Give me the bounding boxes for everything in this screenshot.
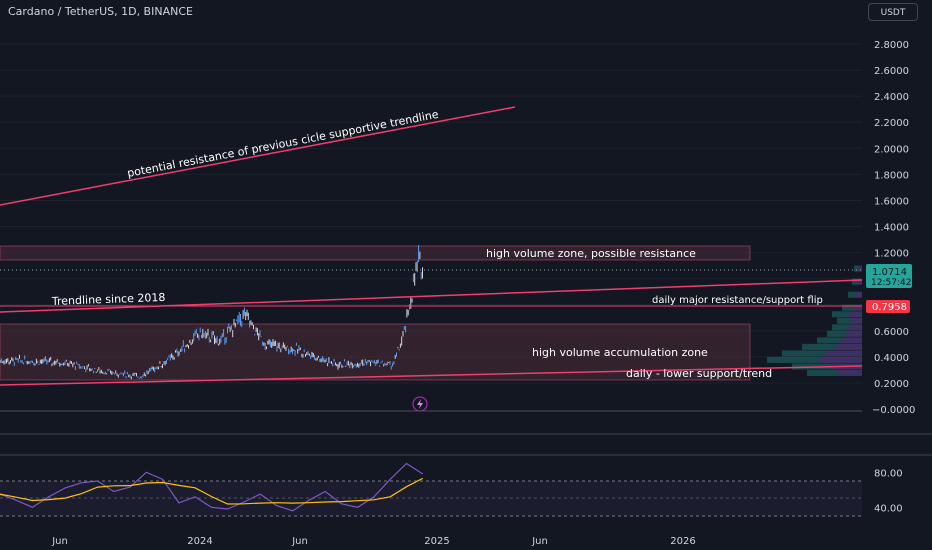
price-tick-label: 1.2000 — [874, 249, 909, 260]
cycle-trendline[interactable] — [0, 106, 516, 206]
last-price-value: 1.0714 — [872, 267, 907, 278]
price-tick-label: 0.4000 — [874, 353, 909, 364]
time-tick-label: 2026 — [670, 536, 695, 547]
price-tick-label: 2.2000 — [874, 118, 909, 129]
price-tick-label: 0.2000 — [874, 379, 909, 390]
price-tick-label: 2.0000 — [874, 144, 909, 155]
volume-profile-bar — [826, 350, 862, 357]
rsi-ma-line — [0, 477, 424, 505]
rsi-tick-label: 40.00 — [874, 503, 903, 514]
volume-profile-bar — [852, 278, 858, 285]
rsi-pane — [0, 462, 862, 517]
trend2018-annotation: Trendline since 2018 — [51, 291, 166, 308]
rsi-axis[interactable]: 80.00 40.00 — [874, 468, 903, 514]
flip-annotation: daily major resistance/support flip — [652, 295, 823, 306]
rsi-tick-label: 80.00 — [874, 468, 903, 479]
lower-trendline[interactable] — [0, 365, 863, 386]
zero-label: −0.0000 — [872, 405, 915, 416]
volume-profile-bar — [846, 330, 862, 337]
price-tick-label: 1.6000 — [874, 196, 909, 207]
volume-profile-bar — [853, 304, 862, 311]
price-tick-label: 0.6000 — [874, 327, 909, 338]
last-price-label: 1.0714 12:57:42 — [866, 264, 912, 288]
volume-profile-bar — [832, 324, 849, 331]
volume-profile-bar — [850, 317, 862, 324]
volume-profile-bar — [842, 304, 853, 311]
volume-profile-bar — [782, 350, 826, 357]
volume-profile-bar — [837, 369, 862, 376]
rsi-band — [0, 481, 862, 516]
volume-profile-bar — [848, 291, 856, 298]
price-tick-label: 2.8000 — [874, 40, 909, 51]
price-tick-label: 1.8000 — [874, 170, 909, 181]
volume-profile-bar — [858, 265, 862, 272]
time-tick-label: 2025 — [424, 536, 449, 547]
chart-title: Cardano / TetherUS, 1D, BINANCE — [8, 5, 193, 18]
time-tick-label: Jun — [291, 536, 308, 547]
volume-profile-bar — [837, 317, 851, 324]
hvz-annotation: high volume zone, possible resistance — [486, 247, 696, 260]
volume-profile-bar — [827, 330, 847, 337]
level-value: 0.7958 — [872, 302, 907, 313]
time-tick-label: 2024 — [187, 536, 212, 547]
level-label: 0.7958 — [866, 300, 910, 313]
time-axis[interactable]: Jun 2024 Jun 2025 Jun 2026 — [51, 536, 696, 547]
price-tick-label: 2.6000 — [874, 66, 909, 77]
price-tick-label: 2.4000 — [874, 92, 909, 103]
volume-profile-bar — [832, 311, 849, 318]
lightning-icon[interactable] — [412, 396, 428, 412]
volume-profile-bar — [854, 265, 859, 272]
volume-profile-bar — [807, 369, 838, 376]
trendline-2018[interactable] — [0, 279, 863, 313]
lower-annotation: daily - lower support/trend — [626, 367, 772, 380]
time-tick-label: Jun — [531, 536, 548, 547]
price-tick-label: 1.4000 — [874, 223, 909, 234]
volume-profile-bar — [855, 291, 862, 298]
volume-profile-bar — [819, 356, 862, 363]
high-volume-zone — [0, 245, 751, 261]
rsi-line — [0, 462, 424, 512]
volume-profile-bar — [857, 278, 862, 285]
time-tick-label: Jun — [51, 536, 68, 547]
volume-profile-bar — [767, 356, 820, 363]
volume-profile-bar — [848, 324, 862, 331]
countdown: 12:57:42 — [871, 278, 911, 288]
volume-profile-bar — [841, 337, 862, 344]
volume-profile-bar — [848, 311, 862, 318]
cycle-annotation: potential resistance of previous cicle s… — [126, 108, 440, 180]
currency-button[interactable]: USDT — [868, 3, 918, 21]
volume-profile-bar — [835, 343, 862, 350]
accum-annotation: high volume accumulation zone — [532, 346, 708, 359]
volume-profile-bar — [817, 337, 842, 344]
candles — [0, 245, 423, 380]
price-axis[interactable]: 2.8000 2.6000 2.4000 2.2000 2.0000 1.8000 1.60… — [874, 40, 909, 390]
volume-profile-bar — [802, 343, 835, 350]
